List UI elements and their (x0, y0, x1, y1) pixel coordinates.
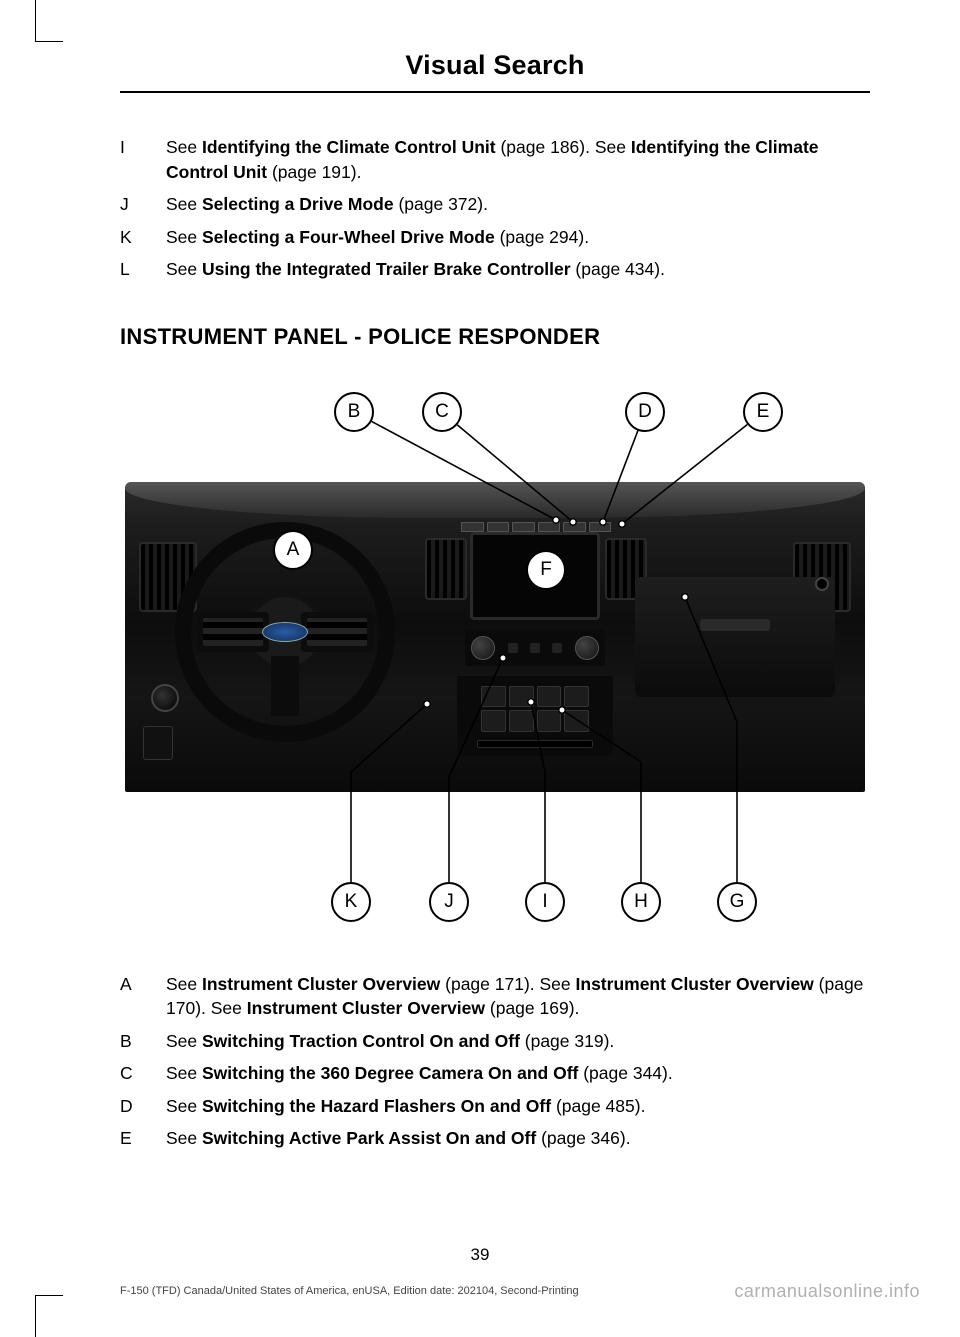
reference-text: See Instrument Cluster Overview (page 17… (166, 972, 870, 1021)
crop-mark-bottom (35, 1295, 63, 1337)
reference-item: JSee Selecting a Drive Mode (page 372). (120, 192, 870, 217)
reference-list-top: ISee Identifying the Climate Control Uni… (120, 135, 870, 282)
reference-text: See Switching the 360 Degree Camera On a… (166, 1061, 870, 1086)
reference-item: DSee Switching the Hazard Flashers On an… (120, 1094, 870, 1119)
reference-text: See Using the Integrated Trailer Brake C… (166, 257, 870, 282)
instrument-panel-diagram: A B C D E F G H I J K (125, 372, 865, 942)
crop-mark-top (35, 0, 63, 42)
reference-text: See Selecting a Drive Mode (page 372). (166, 192, 870, 217)
reference-list-bottom: ASee Instrument Cluster Overview (page 1… (120, 972, 870, 1151)
reference-letter: I (120, 135, 166, 184)
callout-f: F (526, 550, 566, 590)
reference-text: See Identifying the Climate Control Unit… (166, 135, 870, 184)
reference-letter: L (120, 257, 166, 282)
callout-b: B (334, 392, 374, 432)
section-heading: INSTRUMENT PANEL - POLICE RESPONDER (120, 324, 870, 350)
reference-letter: B (120, 1029, 166, 1054)
callout-d: D (625, 392, 665, 432)
footer-edition: F-150 (TFD) Canada/United States of Amer… (120, 1285, 579, 1297)
reference-letter: K (120, 225, 166, 250)
reference-text: See Switching the Hazard Flashers On and… (166, 1094, 870, 1119)
reference-letter: A (120, 972, 166, 1021)
page-number: 39 (0, 1245, 960, 1265)
reference-item: LSee Using the Integrated Trailer Brake … (120, 257, 870, 282)
reference-letter: J (120, 192, 166, 217)
reference-letter: E (120, 1126, 166, 1151)
page-section-title: Visual Search (120, 50, 870, 81)
callout-c: C (422, 392, 462, 432)
callout-j: J (429, 882, 469, 922)
manual-page: Visual Search ISee Identifying the Clima… (0, 0, 960, 1337)
reference-letter: D (120, 1094, 166, 1119)
reference-text: See Switching Active Park Assist On and … (166, 1126, 870, 1151)
dashboard-render (125, 482, 865, 792)
callout-h: H (621, 882, 661, 922)
watermark: carmanualsonline.info (734, 1281, 920, 1302)
reference-text: See Selecting a Four-Wheel Drive Mode (p… (166, 225, 870, 250)
reference-item: ESee Switching Active Park Assist On and… (120, 1126, 870, 1151)
callout-e: E (743, 392, 783, 432)
callout-a: A (273, 530, 313, 570)
reference-text: See Switching Traction Control On and Of… (166, 1029, 870, 1054)
reference-item: CSee Switching the 360 Degree Camera On … (120, 1061, 870, 1086)
header-rule (120, 91, 870, 93)
reference-item: ISee Identifying the Climate Control Uni… (120, 135, 870, 184)
callout-g: G (717, 882, 757, 922)
callout-i: I (525, 882, 565, 922)
reference-item: ASee Instrument Cluster Overview (page 1… (120, 972, 870, 1021)
reference-item: KSee Selecting a Four-Wheel Drive Mode (… (120, 225, 870, 250)
reference-letter: C (120, 1061, 166, 1086)
reference-item: BSee Switching Traction Control On and O… (120, 1029, 870, 1054)
callout-k: K (331, 882, 371, 922)
